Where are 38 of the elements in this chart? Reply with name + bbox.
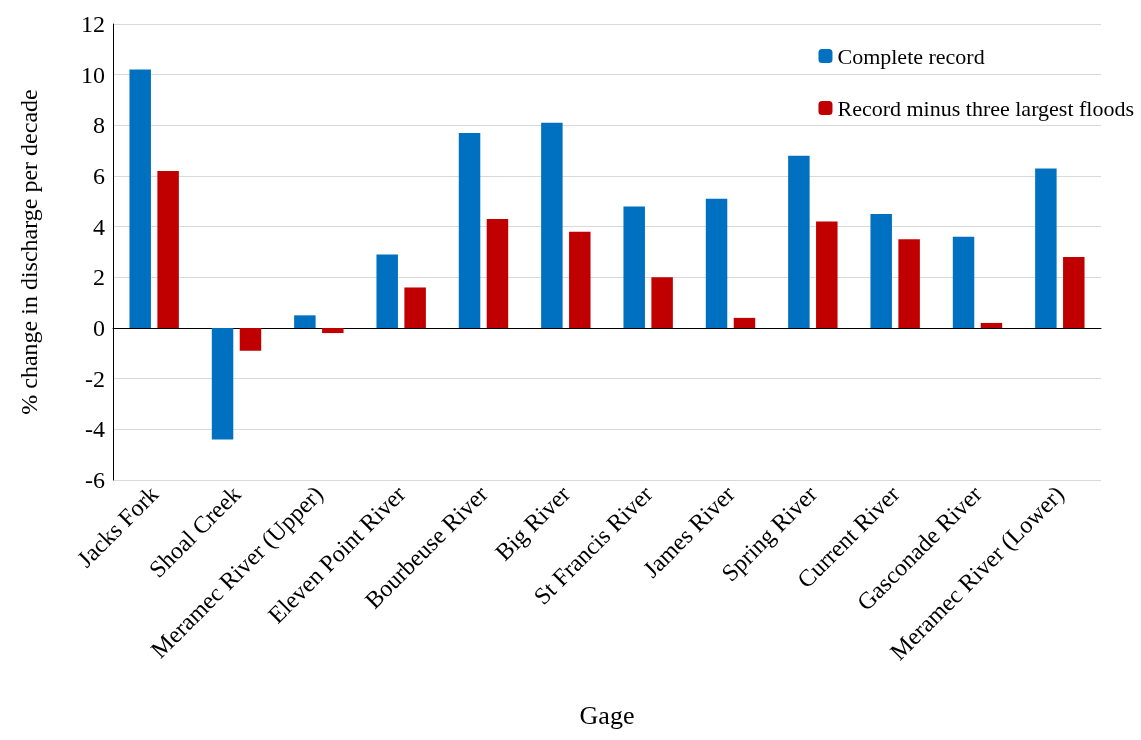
y-tick-label: 10 <box>81 61 105 88</box>
y-axis-title: % change in discharge per decade <box>16 89 42 415</box>
bar <box>376 254 398 328</box>
bar <box>1063 257 1085 328</box>
y-tick-label: -2 <box>85 365 105 392</box>
bar <box>157 170 179 328</box>
bar <box>322 328 344 334</box>
y-tick-label: 0 <box>93 315 105 341</box>
legend-label: Complete record <box>837 43 985 69</box>
y-tick-label: -6 <box>85 467 105 493</box>
y-tick-label: 12 <box>81 11 105 37</box>
bar <box>898 239 920 328</box>
bar <box>294 315 316 328</box>
bar <box>870 214 892 328</box>
bar <box>569 231 591 328</box>
y-tick-label: 4 <box>93 213 105 240</box>
bar <box>816 221 838 328</box>
bar <box>211 328 234 440</box>
bar <box>239 328 262 351</box>
bar <box>404 287 426 328</box>
y-tick-label: 2 <box>93 264 105 291</box>
y-tick-label: 6 <box>93 163 105 189</box>
bar <box>980 322 1003 328</box>
y-tick-label: 8 <box>93 112 105 139</box>
bar <box>705 198 728 328</box>
bar <box>541 122 563 328</box>
x-axis-title: Gage <box>579 700 635 730</box>
y-tick-label: -4 <box>85 416 105 443</box>
bar <box>651 277 673 328</box>
bar <box>952 236 975 328</box>
bar <box>788 155 810 328</box>
legend-label: Record minus three largest floods <box>837 95 1134 121</box>
bar <box>486 219 509 328</box>
bar <box>129 69 151 328</box>
bar <box>733 317 756 328</box>
bar <box>458 132 481 328</box>
bar <box>1035 168 1057 328</box>
bar <box>623 206 645 328</box>
